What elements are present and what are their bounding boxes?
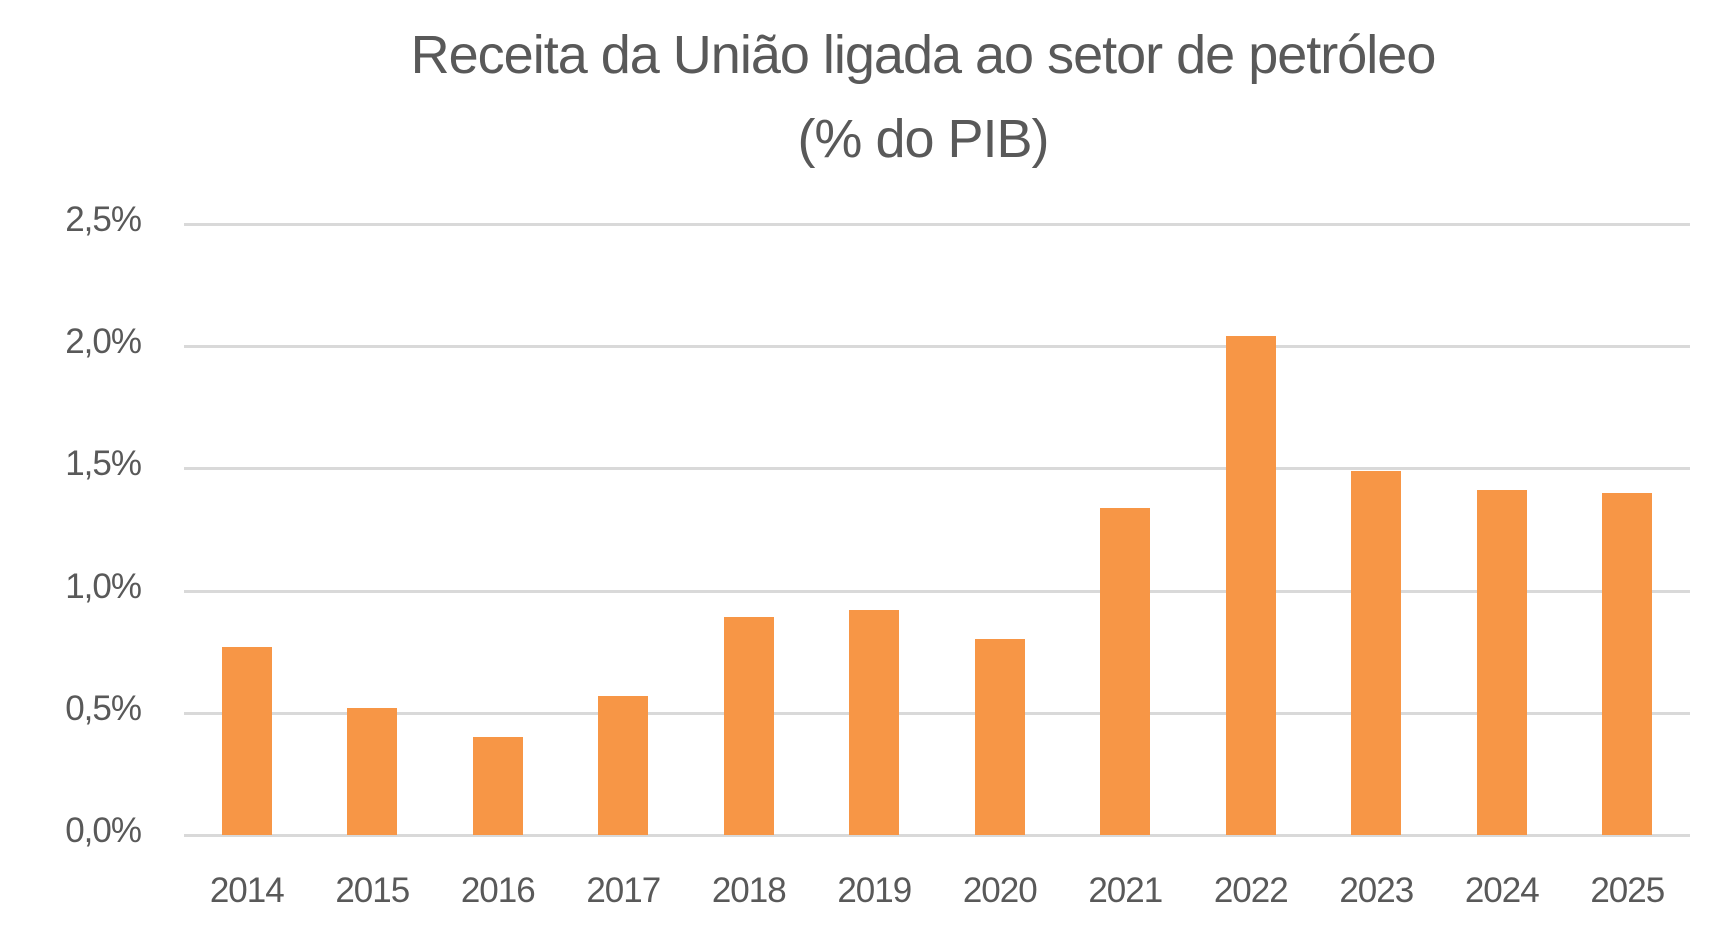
gridline (184, 345, 1690, 349)
x-tick-label: 2025 (1590, 871, 1665, 910)
bar-2020 (974, 639, 1025, 835)
bar-2025 (1602, 492, 1653, 835)
x-tick-label: 2018 (711, 871, 787, 910)
bar-2021 (1100, 507, 1151, 835)
y-tick-label: 0,0% (65, 811, 142, 850)
bar-2017 (598, 695, 649, 835)
x-tick-label: 2023 (1339, 871, 1414, 910)
bar-2023 (1351, 470, 1402, 835)
chart-title-line2: (% do PIB) (797, 109, 1049, 169)
gridline (184, 589, 1690, 593)
bar-2019 (849, 610, 900, 835)
plot-area (184, 223, 1690, 837)
chart-title-line1: Receita da União ligada ao setor de petr… (410, 25, 1437, 85)
x-tick-label: 2020 (962, 871, 1038, 910)
x-tick-label: 2017 (586, 871, 661, 910)
x-tick-label: 2016 (460, 871, 536, 910)
x-axis-line (184, 834, 1690, 837)
bar-2014 (221, 646, 272, 835)
x-tick-label: 2019 (837, 871, 912, 910)
bar-2016 (472, 737, 523, 835)
x-tick-label: 2022 (1213, 871, 1289, 910)
bar-2024 (1476, 490, 1527, 835)
gridline (184, 467, 1690, 471)
y-tick-label: 1,5% (65, 444, 142, 484)
x-tick-label: 2021 (1088, 871, 1163, 910)
x-tick-label: 2024 (1464, 871, 1540, 910)
x-tick-label: 2014 (209, 871, 285, 910)
gridline (184, 711, 1690, 715)
y-tick-label: 2,5% (65, 200, 142, 239)
bar-2022 (1225, 336, 1276, 835)
gridline (184, 223, 1690, 226)
y-tick-label: 2,0% (65, 322, 142, 362)
y-tick-label: 1,0% (65, 566, 142, 606)
bar-2015 (347, 707, 398, 835)
x-tick-label: 2015 (335, 871, 410, 910)
y-tick-label: 0,5% (65, 688, 142, 728)
bar-2018 (723, 617, 774, 835)
